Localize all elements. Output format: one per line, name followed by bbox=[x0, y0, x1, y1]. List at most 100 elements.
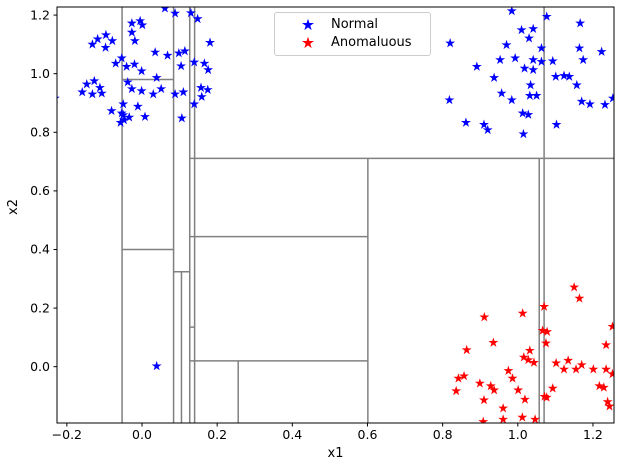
data-point-anomaluous bbox=[539, 301, 550, 311]
data-point-anomaluous bbox=[461, 344, 472, 355]
data-point-normal bbox=[501, 39, 512, 50]
data-point-normal bbox=[173, 47, 184, 58]
data-point-normal bbox=[578, 54, 589, 65]
data-point-anomaluous bbox=[559, 364, 569, 374]
x-tick-label: 1.0 bbox=[508, 427, 528, 442]
data-point-normal bbox=[92, 33, 103, 44]
data-point-normal bbox=[122, 76, 133, 87]
data-point-anomaluous bbox=[541, 338, 551, 348]
data-point-normal bbox=[506, 94, 517, 105]
data-point-normal bbox=[510, 52, 521, 63]
data-point-normal bbox=[541, 11, 552, 21]
data-layer bbox=[57, 7, 614, 423]
data-point-anomaluous bbox=[588, 364, 599, 374]
data-point-anomaluous bbox=[574, 293, 585, 303]
data-point-normal bbox=[87, 39, 98, 49]
data-point-anomaluous bbox=[518, 352, 529, 362]
data-point-anomaluous bbox=[601, 339, 612, 350]
data-point-anomaluous bbox=[524, 345, 535, 355]
data-point-normal bbox=[523, 109, 534, 119]
data-point-normal bbox=[115, 117, 126, 127]
data-point-normal bbox=[160, 7, 170, 13]
data-point-anomaluous bbox=[551, 357, 562, 368]
data-point-normal bbox=[517, 108, 528, 118]
data-point-normal bbox=[596, 46, 607, 56]
data-point-normal bbox=[576, 96, 587, 106]
legend-item-anomalous: Anomaluous bbox=[295, 34, 430, 52]
y-tick-label: 1.0 bbox=[30, 66, 50, 81]
x-tick-label: 0.6 bbox=[358, 427, 378, 442]
data-point-normal bbox=[116, 108, 127, 118]
data-point-anomaluous bbox=[529, 357, 539, 367]
data-point-anomaluous bbox=[569, 282, 580, 292]
data-point-anomaluous bbox=[517, 308, 528, 318]
data-point-normal bbox=[192, 13, 203, 24]
data-point-normal bbox=[199, 58, 210, 68]
data-point-anomaluous bbox=[507, 373, 518, 383]
data-point-normal bbox=[528, 54, 539, 65]
data-point-normal bbox=[482, 124, 493, 135]
data-point-normal bbox=[444, 94, 455, 105]
data-point-anomaluous bbox=[479, 394, 489, 405]
data-point-normal bbox=[531, 90, 542, 100]
data-point-normal bbox=[518, 128, 529, 139]
data-point-normal bbox=[559, 70, 569, 80]
data-point-anomaluous bbox=[523, 354, 534, 365]
data-point-normal bbox=[574, 43, 585, 53]
data-point-anomaluous bbox=[498, 403, 509, 413]
data-point-normal bbox=[118, 98, 129, 109]
data-point-anomaluous bbox=[488, 337, 499, 347]
x-tick-label: 0.8 bbox=[433, 427, 453, 442]
data-point-normal bbox=[196, 82, 206, 92]
data-point-normal bbox=[176, 60, 187, 71]
data-point-normal bbox=[178, 86, 189, 97]
data-point-anomaluous bbox=[513, 384, 524, 395]
star-icon bbox=[302, 18, 314, 31]
x-tick-label: −0.2 bbox=[52, 427, 82, 442]
data-point-normal bbox=[94, 82, 105, 92]
y-tick-label: 0.2 bbox=[30, 300, 50, 315]
data-point-normal bbox=[489, 72, 500, 82]
data-point-anomaluous bbox=[479, 311, 490, 322]
data-point-anomaluous bbox=[503, 365, 514, 375]
data-point-normal bbox=[536, 43, 547, 53]
data-point-normal bbox=[460, 117, 471, 127]
data-point-normal bbox=[106, 105, 117, 116]
data-point-anomaluous bbox=[594, 380, 605, 391]
data-point-anomaluous bbox=[607, 321, 614, 331]
data-point-normal bbox=[170, 89, 181, 99]
data-point-normal bbox=[524, 33, 535, 43]
data-point-normal bbox=[496, 88, 507, 98]
legend-star-marker bbox=[302, 36, 314, 49]
data-point-anomaluous bbox=[601, 364, 612, 374]
data-point-normal bbox=[119, 114, 129, 125]
data-point-anomaluous bbox=[517, 412, 528, 422]
data-point-normal bbox=[528, 64, 539, 75]
data-point-normal bbox=[129, 35, 140, 46]
y-tick-label: 0.0 bbox=[30, 359, 50, 374]
data-point-normal bbox=[607, 93, 614, 103]
data-point-anomaluous bbox=[451, 385, 462, 396]
data-point-normal bbox=[77, 86, 88, 97]
data-point-normal bbox=[189, 57, 200, 67]
data-point-normal bbox=[547, 55, 558, 66]
data-point-normal bbox=[185, 7, 196, 18]
data-point-anomaluous bbox=[474, 378, 485, 388]
data-point-normal bbox=[162, 50, 173, 60]
data-point-normal bbox=[536, 56, 547, 66]
data-point-anomaluous bbox=[547, 383, 558, 393]
data-point-normal bbox=[137, 19, 148, 30]
data-point-normal bbox=[126, 83, 137, 94]
legend-label-normal: Normal bbox=[331, 17, 379, 32]
data-point-anomaluous bbox=[541, 392, 552, 402]
x-tick-label: 0.4 bbox=[282, 427, 302, 442]
data-point-anomaluous bbox=[453, 373, 464, 383]
data-point-normal bbox=[126, 18, 137, 28]
data-point-normal bbox=[89, 75, 100, 86]
data-point-normal bbox=[96, 88, 107, 98]
data-point-normal bbox=[528, 23, 539, 34]
data-point-normal bbox=[524, 90, 535, 100]
data-point-normal bbox=[179, 45, 190, 56]
data-point-normal bbox=[516, 24, 527, 35]
data-point-anomaluous bbox=[602, 396, 613, 407]
